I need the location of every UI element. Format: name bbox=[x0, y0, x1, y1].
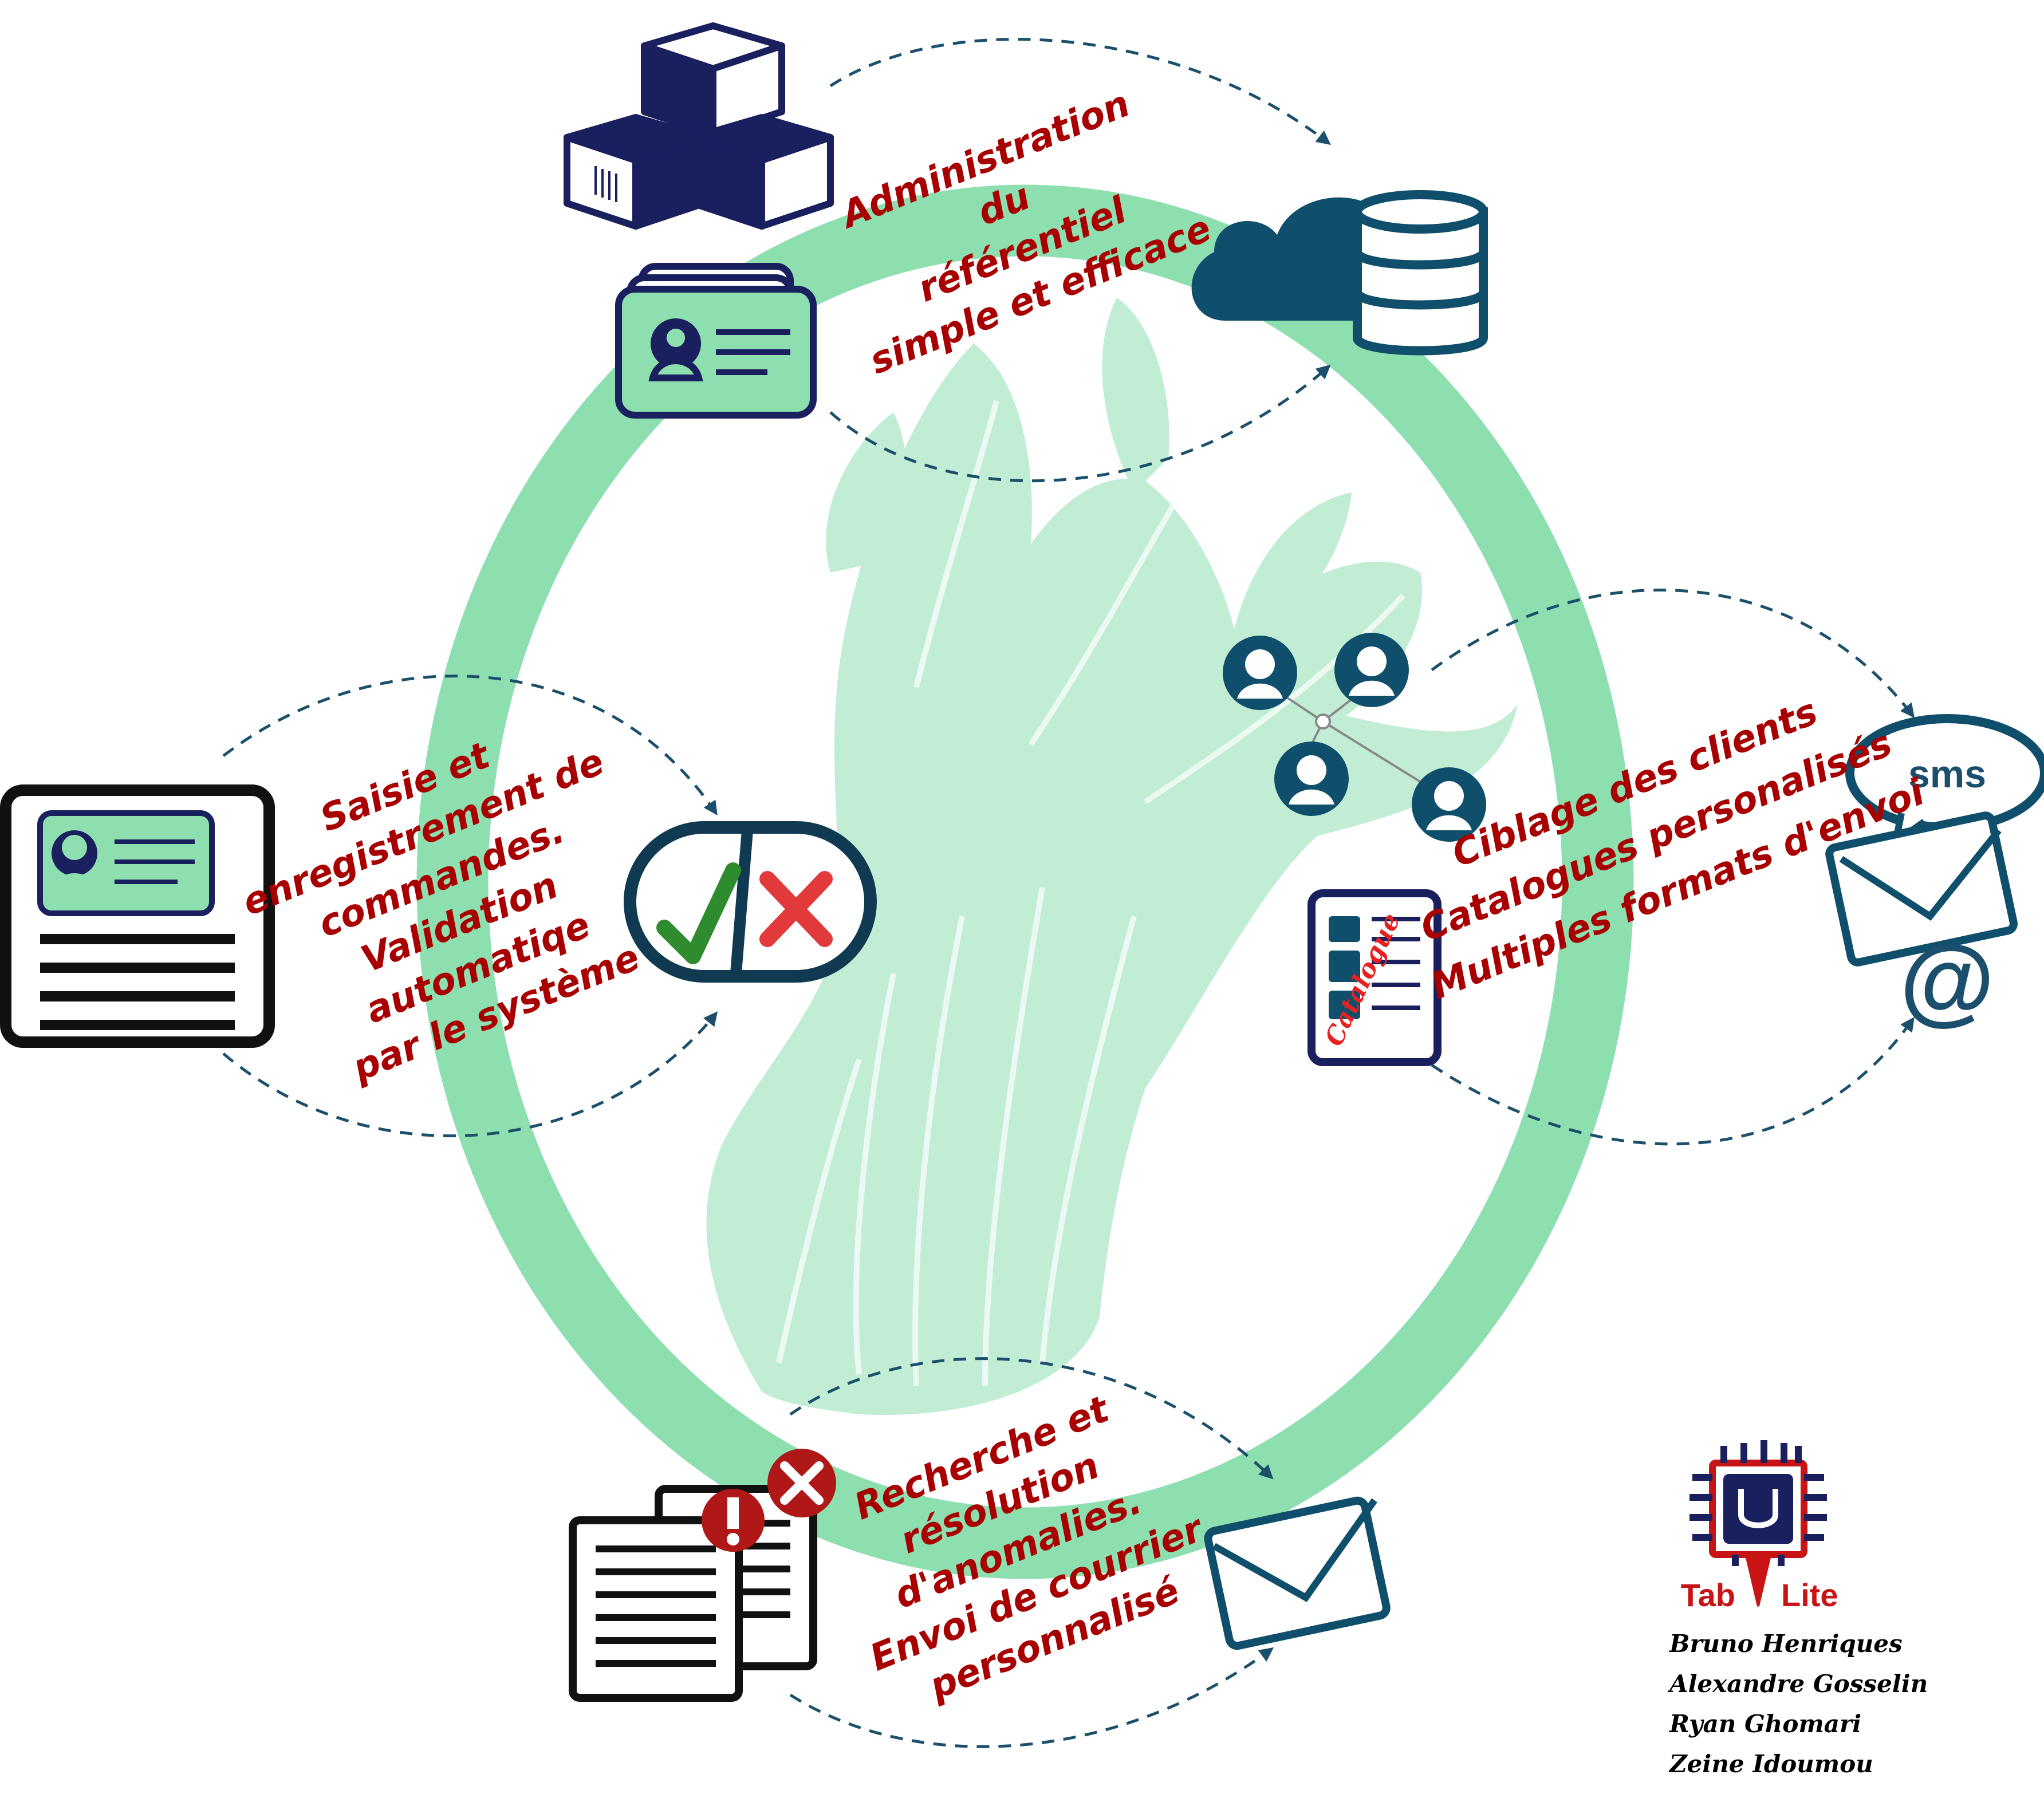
inventory-cubes-icon bbox=[564, 22, 834, 230]
chip-icon bbox=[1689, 1440, 1827, 1607]
cube-left bbox=[564, 114, 708, 230]
check-mark-icon bbox=[656, 862, 741, 964]
brand-name-right: Lite bbox=[1781, 1577, 1838, 1613]
at-symbol-icon: @ bbox=[1900, 926, 1995, 1035]
anomaly-documents-icon bbox=[569, 1449, 836, 1702]
vegetable-texture-strokes bbox=[776, 400, 1405, 1386]
person-icon bbox=[1334, 633, 1409, 707]
sms-label: sms bbox=[1908, 752, 1986, 796]
arrow-clients-to-sms bbox=[1431, 588, 1915, 718]
person-icon bbox=[1412, 767, 1486, 842]
multi-channel-send-icon: sms @ bbox=[1825, 714, 2044, 1035]
process-cycle-ring bbox=[416, 184, 1634, 1579]
error-cross-icon bbox=[767, 1449, 836, 1517]
arrow-catalogue-to-mail bbox=[1431, 1016, 1915, 1146]
author-name: Zeine Idoumou bbox=[1668, 1750, 1873, 1778]
cross-mark-icon bbox=[759, 871, 833, 947]
tablite-logo: Tab Lite Bruno Henriques Alexandre Gosse… bbox=[1667, 1440, 1928, 1778]
arrow-cubes-to-cloud bbox=[829, 38, 1331, 145]
id-cards-icon bbox=[615, 263, 817, 419]
validation-check-cross-icon bbox=[624, 821, 877, 983]
warning-icon bbox=[702, 1489, 765, 1552]
catalogue-icon: Catalogue bbox=[1307, 889, 1442, 1066]
person-icon bbox=[1274, 742, 1349, 816]
author-name: Bruno Henriques bbox=[1669, 1630, 1903, 1658]
author-name: Alexandre Gosselin bbox=[1667, 1670, 1928, 1698]
arrow-idcard-to-cloud bbox=[829, 364, 1331, 483]
arrow-form2-to-validation bbox=[222, 1011, 718, 1138]
cube-right bbox=[690, 114, 834, 230]
brand-name-left: Tab bbox=[1681, 1577, 1735, 1613]
cloud-database-icon bbox=[1191, 190, 1488, 356]
person-icon bbox=[1223, 636, 1297, 710]
client-network-icon bbox=[1223, 633, 1486, 842]
mail-envelope-icon bbox=[1825, 811, 2018, 967]
order-form-icon bbox=[0, 784, 275, 1048]
vegetable-background-illustration bbox=[706, 298, 1518, 1416]
author-name: Ryan Ghomari bbox=[1669, 1710, 1861, 1738]
arrow-docs2-to-envelope bbox=[789, 1647, 1274, 1748]
barcode-marks bbox=[594, 77, 754, 202]
flow-arrows bbox=[222, 38, 1915, 1748]
email-envelope-icon bbox=[1204, 1496, 1391, 1650]
